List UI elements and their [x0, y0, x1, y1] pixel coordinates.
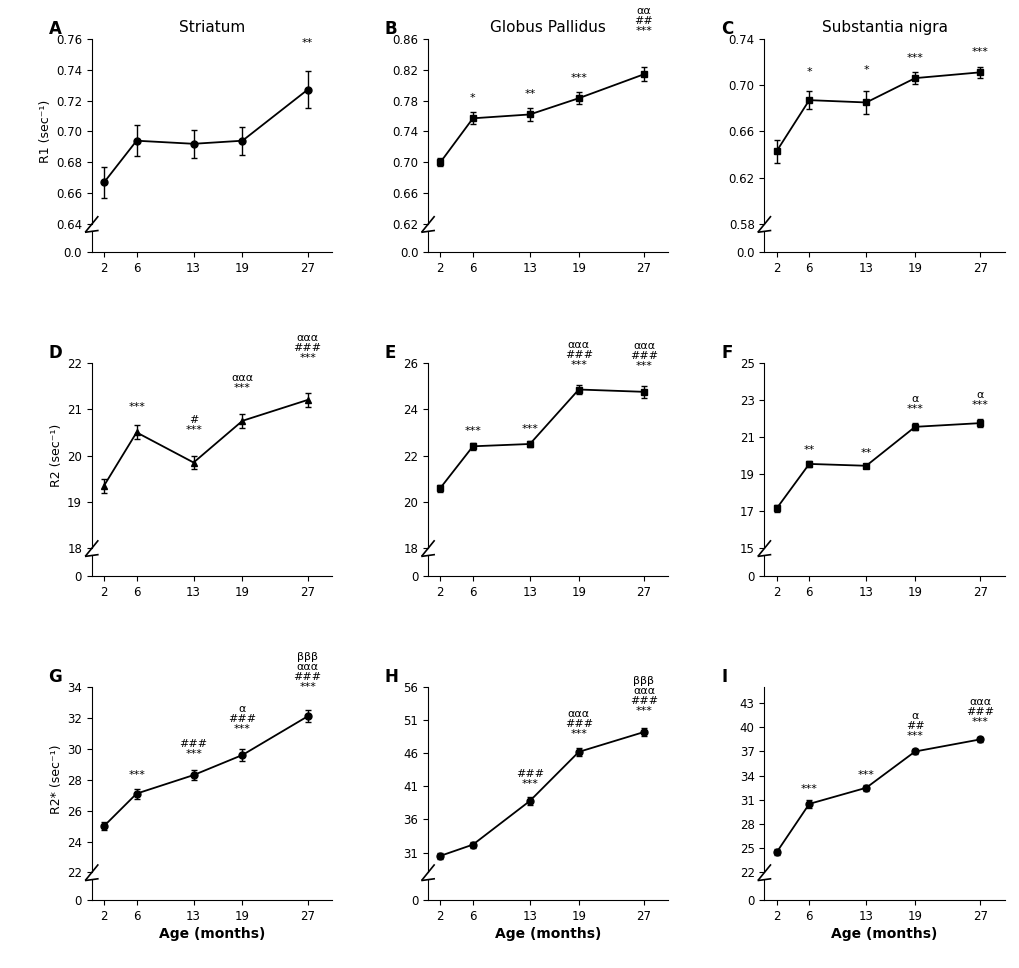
Text: ααα
###
***: ααα ### *** [565, 709, 592, 739]
Text: ααα
###
***: ααα ### *** [965, 697, 994, 727]
Text: α
##
***: α ## *** [905, 711, 923, 741]
Text: F: F [720, 345, 732, 362]
Text: ***: *** [570, 73, 587, 82]
Text: *: * [863, 65, 868, 75]
Text: **: ** [524, 89, 535, 99]
Text: βββ
ααα
###
***: βββ ααα ### *** [293, 651, 321, 692]
Text: ααα
###
***: ααα ### *** [630, 341, 657, 371]
Title: Striatum: Striatum [178, 19, 245, 35]
Text: ***: *** [128, 771, 145, 780]
Text: ααα
***: ααα *** [231, 373, 254, 393]
Text: α
***: α *** [971, 390, 987, 409]
Text: βββ
ααα
###
***: βββ ααα ### *** [630, 677, 657, 716]
Text: D: D [49, 345, 62, 362]
Text: α
###
***: α ### *** [228, 705, 256, 735]
X-axis label: Age (months): Age (months) [159, 927, 265, 941]
Text: *: * [806, 67, 811, 77]
Text: ***: *** [800, 784, 817, 794]
Text: G: G [49, 669, 62, 686]
Text: ###
***: ### *** [516, 770, 543, 789]
Y-axis label: R2 (sec⁻¹): R2 (sec⁻¹) [50, 424, 63, 487]
Text: ***: *** [906, 53, 922, 63]
Text: α
***: α *** [906, 394, 922, 414]
Y-axis label: R2* (sec⁻¹): R2* (sec⁻¹) [50, 745, 63, 814]
Text: ***: *** [971, 47, 987, 57]
X-axis label: Age (months): Age (months) [494, 927, 601, 941]
Text: E: E [384, 345, 395, 362]
Text: ***: *** [857, 770, 874, 780]
Text: αα
##
***: αα ## *** [634, 7, 653, 37]
Text: ***: *** [128, 403, 145, 412]
Text: C: C [720, 20, 733, 38]
Text: B: B [384, 20, 397, 38]
Text: ###
***: ### *** [179, 739, 208, 759]
Title: Substantia nigra: Substantia nigra [820, 19, 947, 35]
Text: ***: *** [521, 424, 538, 434]
Text: A: A [49, 20, 61, 38]
Text: **: ** [302, 38, 313, 48]
Text: **: ** [803, 444, 814, 455]
Title: Globus Pallidus: Globus Pallidus [490, 19, 605, 35]
Text: H: H [384, 669, 398, 686]
Text: I: I [720, 669, 727, 686]
X-axis label: Age (months): Age (months) [830, 927, 936, 941]
Text: *: * [470, 93, 475, 103]
Y-axis label: R1 (sec⁻¹): R1 (sec⁻¹) [39, 100, 52, 163]
Text: ααα
###
***: ααα ### *** [565, 341, 592, 371]
Text: ***: *** [464, 426, 481, 436]
Text: ααα
###
***: ααα ### *** [293, 333, 321, 363]
Text: #
***: # *** [185, 414, 202, 435]
Text: **: ** [860, 447, 871, 458]
